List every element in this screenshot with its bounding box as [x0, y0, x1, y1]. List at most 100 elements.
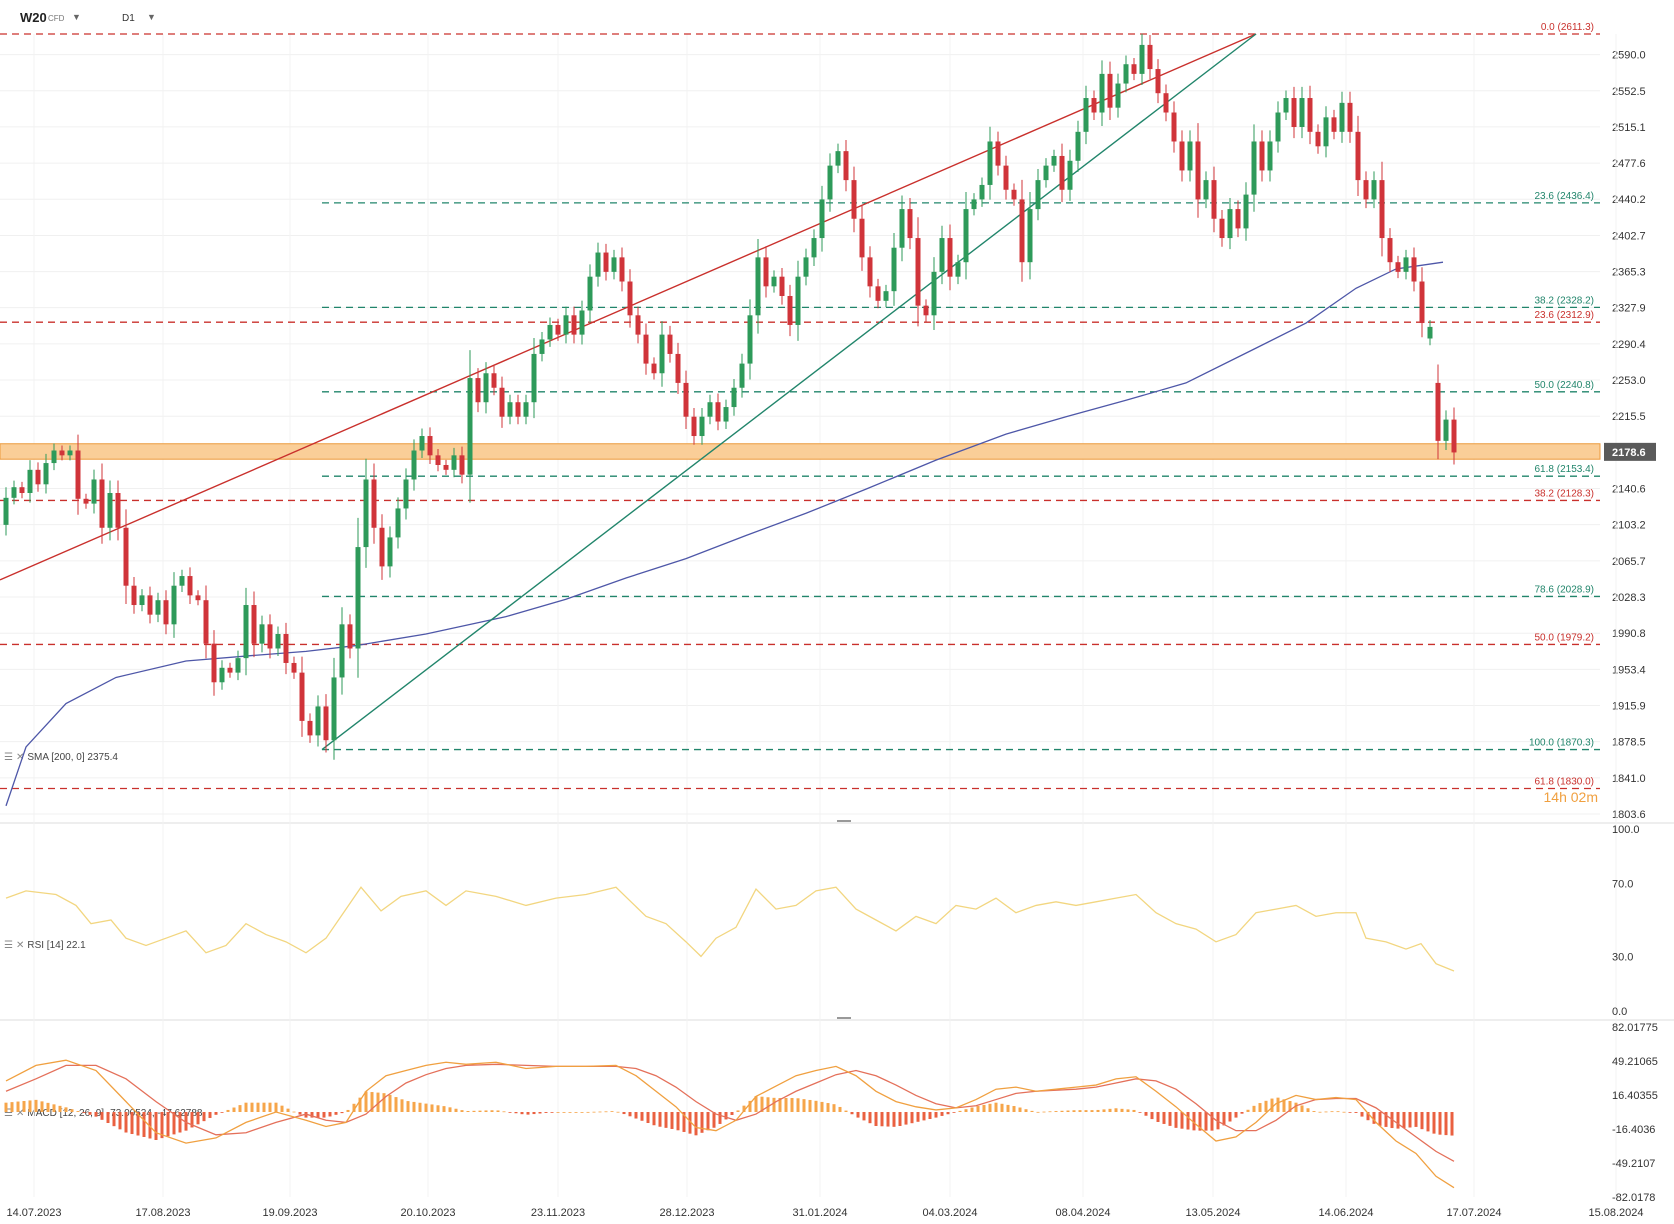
y-tick-label: 2290.4 — [1612, 339, 1646, 351]
candle-body — [331, 677, 337, 741]
sma-indicator-label[interactable]: ☰ ✕ SMA [200, 0] 2375.4 — [4, 752, 118, 763]
candle-body — [747, 315, 753, 364]
fib-level-label: 38.2 (2128.3) — [1535, 488, 1595, 499]
macd-histogram-bar — [1276, 1097, 1280, 1112]
candle-body — [699, 416, 705, 437]
candle-body — [355, 547, 361, 649]
timeframe-selector[interactable]: D1 — [122, 13, 135, 24]
macd-histogram-bar — [496, 1110, 500, 1112]
candle-body — [563, 315, 569, 335]
macd-histogram-bar — [244, 1102, 248, 1112]
macd-histogram-bar — [118, 1112, 122, 1130]
macd-histogram-bar — [94, 1112, 98, 1117]
candle-body — [227, 667, 233, 673]
macd-histogram-bar — [1120, 1108, 1124, 1112]
symbol-dropdown-caret-icon[interactable]: ▼ — [72, 12, 81, 22]
candle-body — [923, 305, 929, 316]
rsi-indicator-label[interactable]: ☰ ✕ RSI [14] 22.1 — [4, 940, 86, 951]
candle-body — [531, 353, 537, 403]
macd-histogram-bar — [652, 1112, 656, 1126]
macd-histogram-bar — [1300, 1105, 1304, 1112]
candle-body — [11, 487, 17, 498]
candle-body — [1067, 160, 1073, 190]
indicator-close-icon[interactable]: ✕ — [15, 752, 25, 763]
candle-body — [555, 324, 561, 335]
candle-body — [907, 209, 913, 239]
macd-histogram-bar — [784, 1098, 788, 1112]
candle-body — [835, 151, 841, 166]
candle-body — [723, 407, 729, 422]
x-tick-label: 04.03.2024 — [922, 1207, 977, 1219]
macd-histogram-bar — [730, 1112, 734, 1115]
indicator-close-icon[interactable]: ✕ — [15, 940, 25, 951]
candle-body — [187, 576, 193, 596]
x-tick-label: 23.11.2023 — [531, 1207, 585, 1219]
timeframe-dropdown-caret-icon[interactable]: ▼ — [147, 12, 156, 22]
macd-histogram-bar — [1108, 1108, 1112, 1112]
candle-body — [427, 436, 433, 456]
candle-body — [1387, 238, 1393, 263]
macd-histogram-bar — [946, 1112, 950, 1115]
candle-body — [947, 238, 953, 277]
macd-histogram-bar — [1012, 1106, 1016, 1112]
candle-body — [147, 595, 153, 615]
macd-histogram-bar — [1306, 1108, 1310, 1112]
candle-body — [851, 180, 857, 219]
candle-body — [291, 662, 297, 673]
macd-histogram-bar — [4, 1102, 8, 1112]
indicator-settings-icon[interactable]: ☰ — [4, 752, 13, 763]
macd-y-tick-label: 82.01775 — [1612, 1022, 1658, 1034]
macd-histogram-bar — [568, 1112, 572, 1113]
macd-histogram-bar — [910, 1112, 914, 1124]
indicator-settings-icon[interactable]: ☰ — [4, 940, 13, 951]
macd-histogram-bar — [274, 1102, 278, 1112]
macd-histogram-bar — [16, 1101, 20, 1112]
macd-histogram-bar — [874, 1112, 878, 1126]
macd-histogram-bar — [898, 1112, 902, 1126]
macd-histogram-bar — [1318, 1111, 1322, 1113]
macd-histogram-bar — [700, 1112, 704, 1133]
macd-histogram-bar — [994, 1102, 998, 1112]
macd-histogram-bar — [106, 1112, 110, 1124]
macd-histogram-bar — [622, 1112, 626, 1115]
candle-body — [1139, 44, 1145, 74]
candle-body — [675, 353, 681, 383]
candle-body — [235, 658, 241, 673]
green-trendline — [321, 33, 1257, 751]
macd-histogram-bar — [1168, 1112, 1172, 1126]
sma-200-line — [5, 261, 1444, 807]
candle-body — [1171, 112, 1177, 142]
macd-histogram-bar — [418, 1102, 422, 1112]
symbol-name[interactable]: W20 — [20, 10, 47, 25]
candle-body — [3, 497, 9, 525]
macd-histogram-bar — [406, 1101, 410, 1112]
macd-histogram-bar — [550, 1112, 554, 1113]
macd-histogram-bar — [718, 1112, 722, 1124]
macd-histogram-bar — [1270, 1098, 1274, 1112]
macd-histogram-bar — [166, 1112, 170, 1137]
macd-histogram-bar — [1264, 1100, 1268, 1112]
candle-body — [899, 209, 905, 248]
x-tick-label: 08.04.2024 — [1055, 1207, 1110, 1219]
candle-body — [987, 141, 993, 185]
macd-histogram-bar — [1414, 1112, 1418, 1127]
candle-body — [411, 450, 417, 480]
fib-level-label: 61.8 (1830.0) — [1535, 777, 1595, 788]
macd-y-tick-label: 16.40355 — [1612, 1090, 1658, 1102]
macd-signal-line — [5, 1063, 1455, 1162]
candle-body — [787, 295, 793, 325]
candle-body — [1267, 141, 1273, 171]
x-tick-label: 14.06.2024 — [1318, 1207, 1373, 1219]
macd-histogram-bar — [1438, 1112, 1442, 1135]
indicator-settings-icon[interactable]: ☰ — [4, 1108, 13, 1119]
macd-histogram-bar — [136, 1112, 140, 1136]
indicator-close-icon[interactable]: ✕ — [15, 1108, 25, 1119]
candle-body — [707, 402, 713, 417]
candle-body — [763, 257, 769, 287]
macd-histogram-bar — [412, 1101, 416, 1112]
candle-body — [595, 252, 601, 277]
candle-body — [219, 667, 225, 683]
macd-histogram-bar — [310, 1112, 314, 1118]
candle-body — [1323, 117, 1329, 147]
